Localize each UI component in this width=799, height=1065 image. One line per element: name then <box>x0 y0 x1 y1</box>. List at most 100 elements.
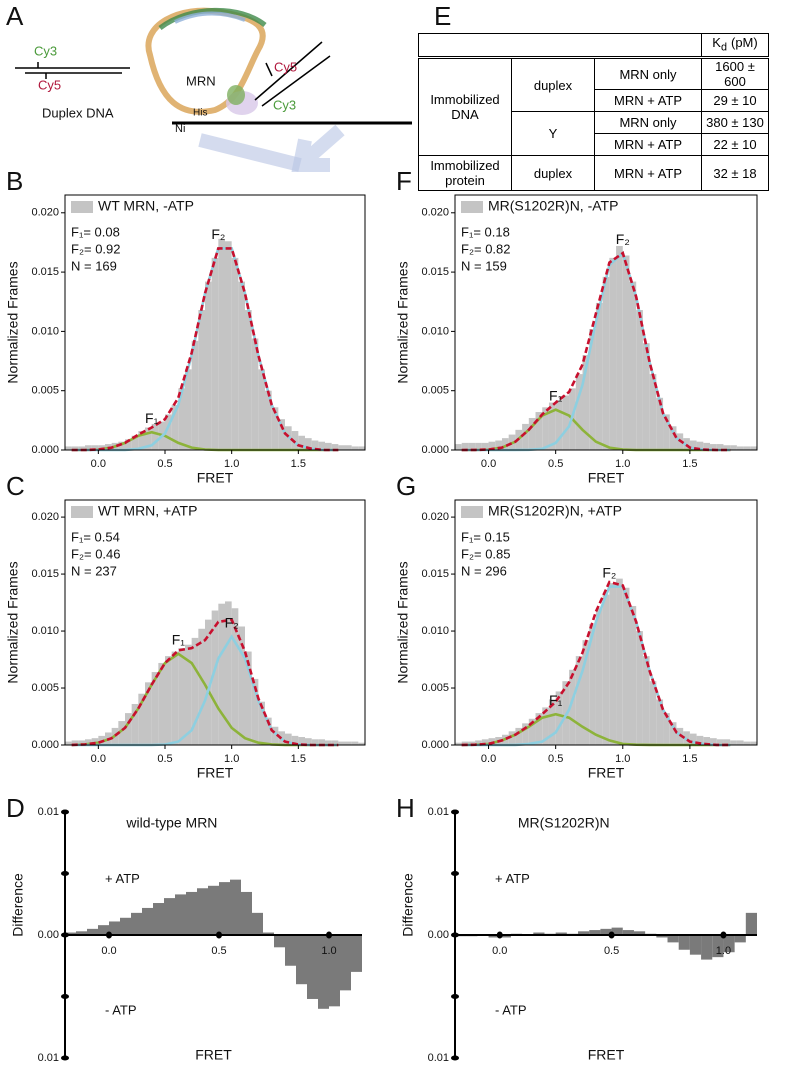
legend-label: WT MRN, -ATP <box>98 198 194 214</box>
mrn-head <box>227 85 245 105</box>
peak-label: F₂ <box>616 231 630 247</box>
dna-arm <box>261 55 331 107</box>
x-tick-label: 0.0 <box>91 753 106 765</box>
y-tick <box>61 1055 69 1061</box>
y-axis-label: Normalized Frames <box>5 561 21 683</box>
bar <box>633 931 646 935</box>
peak-label: F₂ <box>225 614 239 630</box>
bar <box>318 441 325 450</box>
bar <box>716 739 724 745</box>
bar <box>345 741 352 745</box>
y-tick-label: 0.010 <box>31 325 59 337</box>
x-tick-label: 1.5 <box>291 753 306 765</box>
bar <box>461 741 469 745</box>
bar <box>548 699 556 745</box>
bar <box>331 740 339 745</box>
y-axis-label: Normalized Frames <box>395 261 411 383</box>
fit-curve <box>461 250 731 452</box>
bar <box>78 446 85 450</box>
y-axis-label: Difference <box>10 873 26 937</box>
dna-label: Duplex DNA <box>42 105 114 120</box>
bar <box>230 879 241 935</box>
bar <box>125 439 132 450</box>
bar <box>701 935 713 960</box>
y-tick <box>451 932 459 938</box>
x-tick <box>720 931 727 939</box>
bar <box>358 742 365 745</box>
x-axis-label: FRET <box>588 765 625 781</box>
y-tick-label: 0.005 <box>31 385 59 397</box>
bar <box>87 928 98 935</box>
bar <box>475 740 482 745</box>
bar <box>616 578 623 745</box>
peak-label: F₁ <box>549 387 563 403</box>
bar <box>171 651 179 745</box>
legend-label: MR(S1202R)N, +ATP <box>488 503 622 519</box>
bar <box>508 731 516 745</box>
bar <box>575 374 583 450</box>
bar <box>622 587 630 745</box>
y-tick-label: 0.015 <box>421 266 449 278</box>
bar <box>629 281 637 450</box>
y-tick-label: 0.00 <box>38 929 59 941</box>
fit-stat: N = 296 <box>461 563 507 578</box>
bar <box>78 740 85 745</box>
bar <box>528 417 536 450</box>
bar <box>629 605 637 745</box>
fit-curve <box>461 580 731 747</box>
bar <box>736 446 744 450</box>
bar <box>582 355 590 450</box>
annotation: + ATP <box>105 871 140 886</box>
y-axis-label: Normalized Frames <box>5 261 21 383</box>
legend-swatch <box>71 201 93 213</box>
bar <box>609 583 617 745</box>
bar <box>325 442 332 450</box>
bar <box>712 935 724 958</box>
protein-label: MRN <box>186 73 216 88</box>
bar <box>562 395 570 450</box>
bar <box>131 435 139 450</box>
bar <box>589 329 596 450</box>
bar <box>703 737 711 745</box>
bar <box>535 713 543 745</box>
bar <box>178 388 185 450</box>
panel-label: C <box>6 471 25 501</box>
kd-table: Kd (pM) Immobilized DNA duplex MRN only 1… <box>418 33 769 191</box>
x-tick <box>216 931 222 939</box>
x-tick-label: 1.0 <box>716 945 731 957</box>
bar <box>271 726 279 745</box>
kd-symbol: K <box>712 34 721 50</box>
panel-label: F <box>396 166 412 196</box>
peak-label: F₁ <box>145 410 159 426</box>
x-tick-label: 1.5 <box>291 458 306 470</box>
x-axis-label: FRET <box>588 1047 625 1063</box>
fit-stat: F₂= 0.82 <box>461 241 511 256</box>
bar <box>225 241 232 450</box>
legend-swatch <box>461 201 483 213</box>
group-cell: Immobilized DNA <box>418 57 512 156</box>
bar <box>542 707 549 745</box>
dye-tick <box>265 62 273 77</box>
dye-label: Cy3 <box>34 43 57 58</box>
bar <box>455 444 462 450</box>
plot-frame <box>454 194 758 451</box>
bar <box>710 738 717 745</box>
bar <box>611 927 623 935</box>
legend-swatch <box>71 506 93 518</box>
bar <box>669 722 677 745</box>
bar <box>258 701 265 745</box>
plot-frame <box>64 499 366 746</box>
x-tick-label: 1.0 <box>224 753 239 765</box>
substrate-cell: Y <box>511 111 595 156</box>
bar <box>689 935 702 955</box>
dye-label: Cy5 <box>38 77 61 92</box>
fit-stat: N = 159 <box>461 258 507 273</box>
y-tick-label: 0.000 <box>421 739 449 751</box>
bar <box>218 603 225 745</box>
bar <box>663 414 670 450</box>
bar <box>589 624 596 745</box>
peak-label: F₂ <box>602 564 616 580</box>
y-tick-label: 0.020 <box>421 207 449 219</box>
bar <box>225 601 232 745</box>
bar <box>251 678 259 745</box>
